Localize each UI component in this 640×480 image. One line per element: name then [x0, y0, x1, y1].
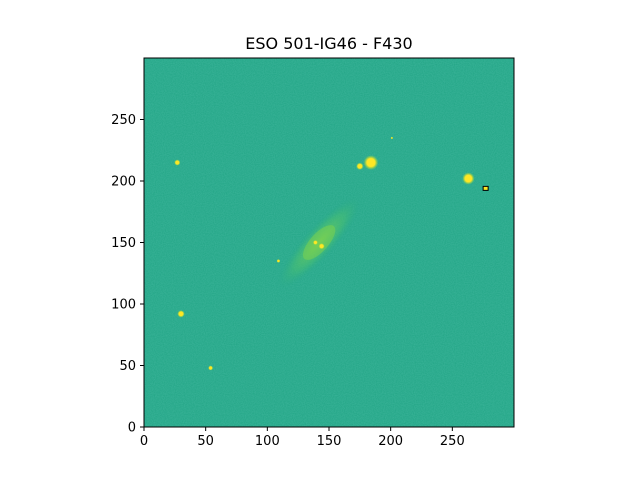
x-tick-label: 150 — [317, 434, 342, 449]
y-tick-label: 100 — [111, 298, 136, 313]
y-tick-label: 150 — [111, 236, 136, 251]
x-tick-label: 50 — [197, 434, 214, 449]
star-source — [363, 155, 379, 170]
x-tick-label: 100 — [255, 434, 280, 449]
x-tick-label: 0 — [140, 434, 148, 449]
image-area — [144, 58, 514, 427]
star-source — [462, 172, 475, 185]
galaxy-knot — [318, 243, 325, 250]
x-tick-label: 200 — [378, 434, 403, 449]
galaxy-body — [275, 195, 363, 290]
x-tick-label: 250 — [440, 434, 465, 449]
galaxy-core — [302, 225, 336, 260]
star-source — [174, 159, 181, 166]
y-tick-label: 0 — [128, 421, 136, 436]
star-source — [177, 310, 185, 318]
y-tick-label: 50 — [119, 359, 136, 374]
star-source — [356, 162, 364, 170]
star-source — [390, 136, 394, 140]
star-source — [208, 365, 214, 371]
star-source — [276, 259, 281, 263]
pixel-marker — [482, 185, 489, 191]
point-sources — [174, 136, 475, 371]
plot-title: ESO 501-IG46 - F430 — [245, 34, 412, 53]
y-axis-ticks: 0 50 100 150 200 250 — [111, 113, 144, 436]
y-tick-label: 200 — [111, 175, 136, 190]
x-axis-ticks: 0 50 100 150 200 250 — [140, 427, 465, 449]
galaxy-knot — [312, 240, 318, 245]
y-tick-label: 250 — [111, 113, 136, 128]
